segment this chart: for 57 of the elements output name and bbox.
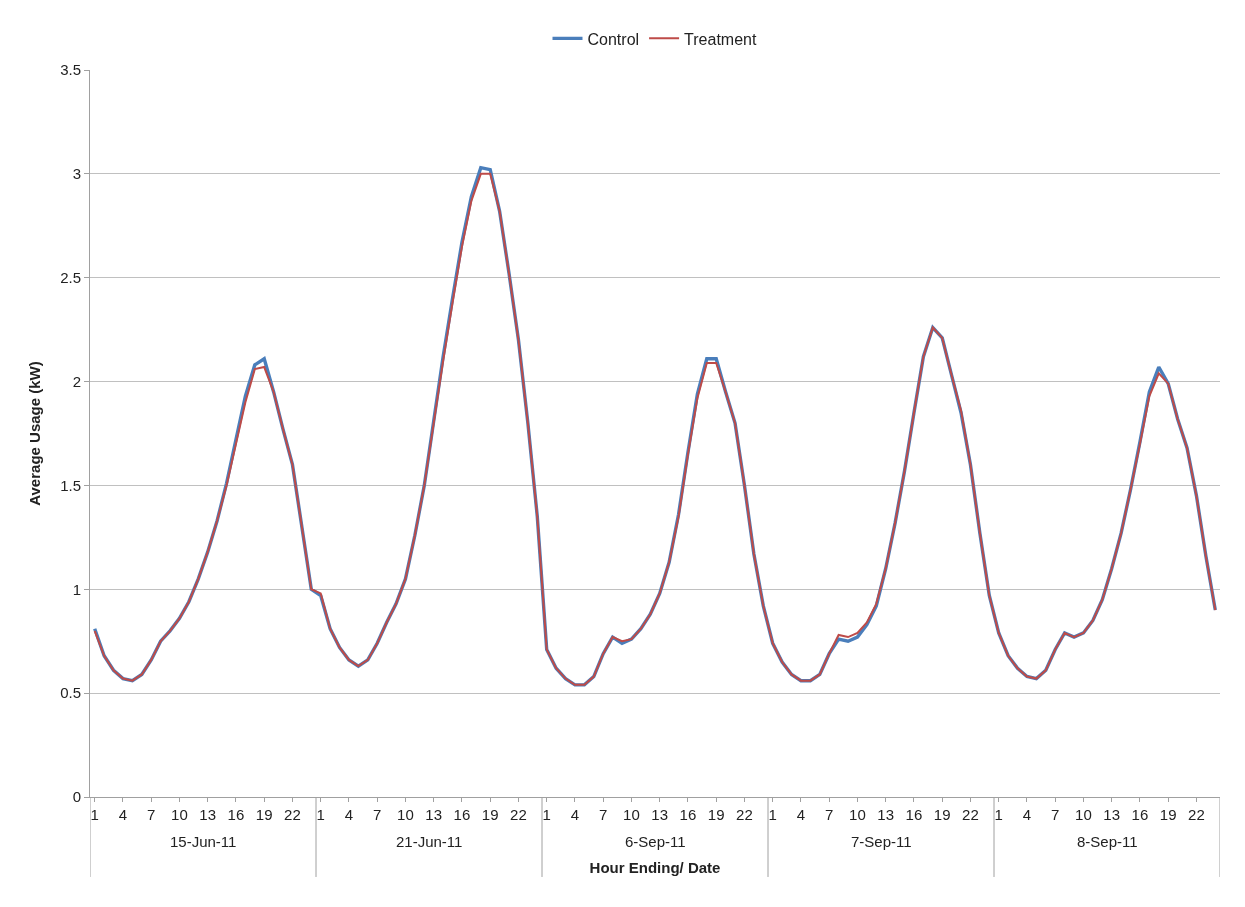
- x-tick-label: 4: [570, 806, 580, 823]
- x-tick-label: 13: [425, 806, 443, 823]
- x-tick-label: 7: [825, 806, 834, 823]
- x-tick-label: 7: [599, 806, 608, 823]
- y-tick-label: 2.5: [60, 268, 81, 286]
- x-tick-label: 1: [90, 806, 99, 823]
- x-tick-label: 19: [707, 806, 725, 823]
- text: 7-Sep-11: [851, 833, 912, 850]
- x-tick-label: 7: [147, 806, 156, 823]
- x-tick-label: 4: [796, 806, 806, 823]
- x-tick-label: 19: [1159, 806, 1177, 823]
- x-tick-label: 22: [510, 806, 527, 823]
- x-tick-label: 4: [344, 806, 354, 823]
- y-tick-label: 3.5: [60, 61, 81, 79]
- y-tick-label: 0: [72, 788, 81, 806]
- x-tick-label: 10: [171, 806, 188, 823]
- y-tick-label: 0.5: [60, 684, 81, 702]
- x-tick-label: 22: [736, 806, 753, 823]
- x-tick-label: 1: [542, 806, 551, 823]
- x-tick-label: 19: [933, 806, 951, 823]
- x-tick-label: 13: [877, 806, 895, 823]
- x-tick-label: 16: [905, 806, 923, 823]
- x-tick-label: 10: [397, 806, 414, 823]
- x-tick-label: 13: [1103, 806, 1121, 823]
- x-tick-label: 10: [1075, 806, 1092, 823]
- x-tick-label: 22: [284, 806, 301, 823]
- x-tick-label: 7: [373, 806, 382, 823]
- x-tick-label: 16: [679, 806, 697, 823]
- text: 8-Sep-11: [1077, 833, 1138, 850]
- x-tick-label: 10: [623, 806, 640, 823]
- y-axis-title: Average Usage (kW): [26, 361, 44, 506]
- x-tick-label: 13: [651, 806, 669, 823]
- y-tick-label: 1: [72, 580, 81, 598]
- x-tick-label: 19: [481, 806, 499, 823]
- legend-label: Treatment: [684, 30, 757, 48]
- y-tick-label: 2: [72, 372, 81, 390]
- legend-label: Control: [587, 30, 640, 48]
- text: 21-Jun-11: [396, 833, 463, 850]
- x-tick-label: 16: [1131, 806, 1149, 823]
- x-tick-label: 10: [849, 806, 866, 823]
- x-tick-label: 13: [199, 806, 217, 823]
- y-tick-label: 3: [72, 165, 81, 183]
- x-tick-label: 4: [118, 806, 128, 823]
- x-tick-label: 19: [255, 806, 273, 823]
- x-tick-label: 22: [962, 806, 979, 823]
- x-tick-label: 1: [994, 806, 1003, 823]
- text: 15-Jun-11: [170, 833, 237, 850]
- x-axis-title: Hour Ending/ Date: [589, 859, 721, 876]
- x-tick-label: 16: [227, 806, 245, 823]
- x-tick-label: 7: [1051, 806, 1060, 823]
- y-tick-label: 1.5: [60, 476, 81, 494]
- x-tick-label: 16: [453, 806, 471, 823]
- x-tick-label: 22: [1188, 806, 1205, 823]
- x-tick-label: 4: [1022, 806, 1032, 823]
- text: 6-Sep-11: [625, 833, 686, 850]
- x-tick-label: 1: [316, 806, 325, 823]
- x-tick-label: 1: [768, 806, 777, 823]
